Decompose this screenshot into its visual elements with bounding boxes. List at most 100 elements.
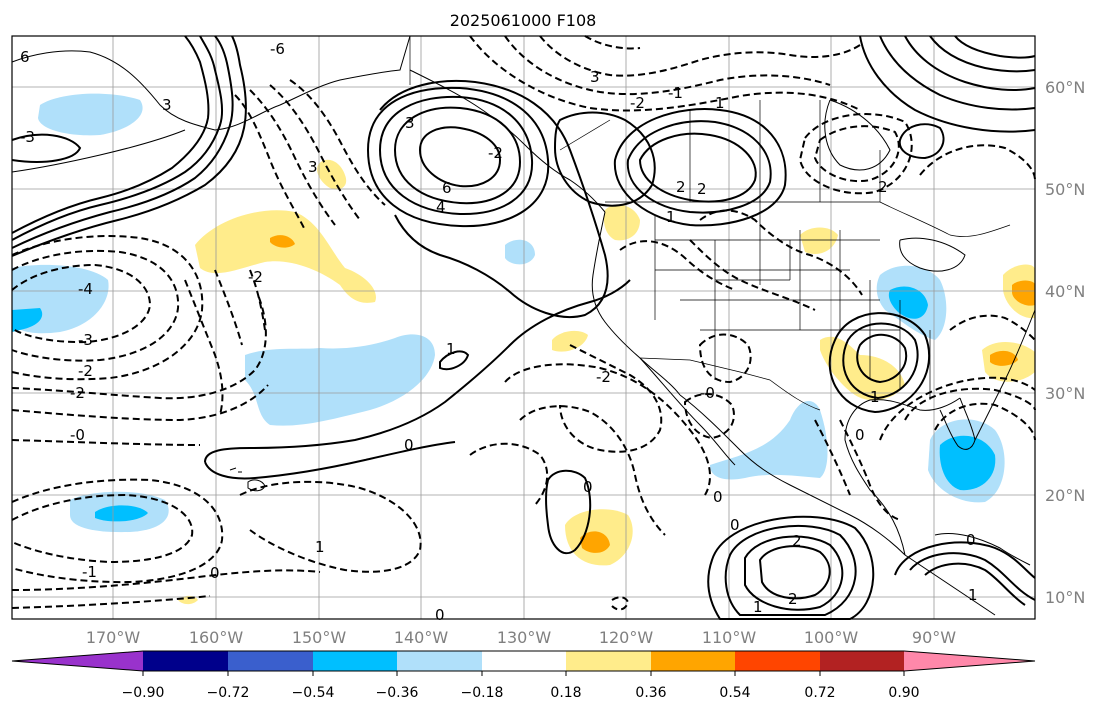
contour-dashed xyxy=(11,595,211,609)
contour-solid-se-1 xyxy=(909,552,1036,601)
shade-positive-plains xyxy=(800,227,838,255)
lon-label: 170°W xyxy=(86,628,141,647)
colorbar-tick-label: 0.90 xyxy=(888,685,919,701)
contour-dashed xyxy=(469,35,861,112)
coastline-hudson xyxy=(824,99,891,171)
contour-labels: 3 3 6 4 2 1 2 2 -3 -2 -2 -0 -1 0 0 1 -2 … xyxy=(20,40,978,624)
contour-dashed xyxy=(689,239,816,311)
contour-label: 2 xyxy=(697,180,707,198)
contour-solid-ne-2 xyxy=(904,35,1036,91)
contour-dashed xyxy=(11,249,180,362)
latitude-labels: 60°N 50°N 40°N 30°N 20°N 10°N xyxy=(1045,78,1085,607)
lat-label: 30°N xyxy=(1045,384,1085,403)
contour-label: -0 xyxy=(700,384,715,402)
contour-label: 0 xyxy=(713,488,723,506)
shade-positive-gulf-alaska xyxy=(317,159,347,190)
contour-label: 1 xyxy=(666,208,676,226)
contour-label: 3 xyxy=(162,96,172,114)
contour-dashed xyxy=(11,493,194,564)
lon-label: 110°W xyxy=(702,628,757,647)
contour-label: 0 xyxy=(966,531,976,549)
colorbar-segment xyxy=(228,651,313,671)
contour-dashed xyxy=(611,596,630,611)
contour-dashed xyxy=(504,35,831,96)
contour-label: 2 xyxy=(878,178,888,196)
contour-label: -2 xyxy=(70,384,85,402)
coastline-gulf xyxy=(844,397,961,556)
contour-solid-west-ring xyxy=(11,133,82,163)
coastline-great-lakes xyxy=(899,237,966,272)
contour-dashed xyxy=(249,89,336,226)
lon-label: 120°W xyxy=(599,628,654,647)
contour-label: 1 xyxy=(968,586,978,604)
shade-positive-tropical-core xyxy=(580,531,610,553)
contour-label: 6 xyxy=(442,179,452,197)
contour-solid-tropics-0 xyxy=(545,469,592,555)
contour-label: 3 xyxy=(405,114,415,132)
contour-dashed xyxy=(619,240,736,291)
contour-dashed xyxy=(919,144,1036,181)
contour-label: 6 xyxy=(20,48,30,66)
contour-solid-south-high-1 xyxy=(758,545,831,600)
colorbar-tick-label: 0.72 xyxy=(804,685,835,701)
colorbar-tick-label: −0.18 xyxy=(461,685,504,701)
contour-label: -2 xyxy=(596,368,611,386)
contour-solid-south-high-4 xyxy=(707,515,875,620)
contour-dashed xyxy=(879,376,1036,441)
colorbar-tick-label: −0.36 xyxy=(376,685,419,701)
lon-label: 130°W xyxy=(497,628,552,647)
colorbar-segment xyxy=(397,651,482,671)
shade-positive-baja xyxy=(552,330,588,352)
shade-negative-sw-pacific-core xyxy=(95,505,148,522)
lon-label: 160°W xyxy=(189,628,244,647)
contour-label: -2 xyxy=(488,144,503,162)
map-background xyxy=(12,36,1035,619)
contour-solid-high-ring-5 xyxy=(379,79,609,319)
lat-label: 50°N xyxy=(1045,180,1085,199)
political-borders xyxy=(409,36,1011,411)
shade-negative-mexico xyxy=(710,400,828,480)
shade-negative-nw-pacific xyxy=(38,93,143,136)
shaded-regions xyxy=(12,93,1035,605)
lon-label: 150°W xyxy=(292,628,347,647)
shade-negative-gulf-core xyxy=(939,435,996,491)
coastline-cuba xyxy=(934,532,1031,566)
contour-label: -3 xyxy=(78,331,93,349)
contour-label: 0 xyxy=(404,436,414,454)
colorbar-segment xyxy=(482,651,566,671)
lon-label: 100°W xyxy=(804,628,859,647)
contour-solid-se-3 xyxy=(894,541,1036,579)
contour-solid-ne-5 xyxy=(859,35,1036,133)
contour-dashed xyxy=(11,384,269,422)
contour-solid xyxy=(11,35,224,241)
contour-dashed xyxy=(269,84,361,221)
contour-solid xyxy=(11,35,210,234)
contour-solid-ne-1 xyxy=(879,35,1036,111)
contour-dashed xyxy=(11,235,204,381)
contour-label: 3 xyxy=(308,158,318,176)
contour-label: 2 xyxy=(676,178,686,196)
contour-label: 1 xyxy=(315,538,325,556)
contour-dashed xyxy=(683,393,735,440)
contour-solid-gulf-low-2 xyxy=(842,322,919,400)
contour-dashed xyxy=(519,405,666,536)
contour-dashed xyxy=(798,113,913,195)
colorbar-segment xyxy=(313,651,397,671)
colorbar-tick-label: 0.54 xyxy=(719,685,750,701)
colorbar-segment xyxy=(566,651,651,671)
contour-label: 0 xyxy=(583,478,593,496)
contour-label: -3 xyxy=(20,128,35,146)
contour-dashed xyxy=(239,480,422,573)
contour-dashed xyxy=(584,35,641,50)
contour-label: 0 xyxy=(435,606,445,624)
shade-positive-east-2-core xyxy=(990,350,1018,366)
contour-solid-lake-ring xyxy=(898,123,945,160)
contour-dashed xyxy=(11,569,321,591)
shade-positive-east-1-core xyxy=(1012,280,1035,306)
contour-solid-canada-1 xyxy=(638,132,757,203)
colorbar-tick-label: −0.72 xyxy=(207,685,250,701)
contour-solid-se-2 xyxy=(924,562,1026,606)
shade-negative-central-pacific xyxy=(245,334,435,426)
contour-label: -1 xyxy=(82,563,97,581)
